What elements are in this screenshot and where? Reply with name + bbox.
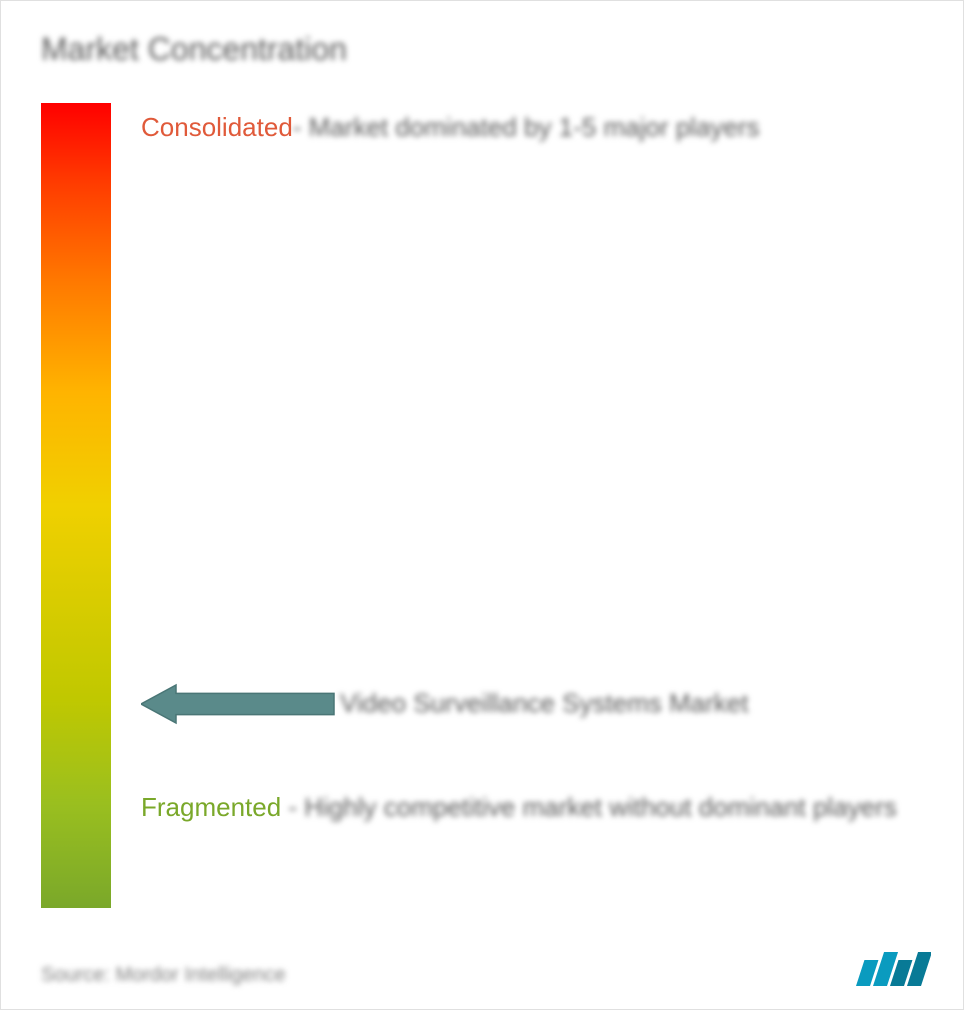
marker-block: Video Surveillance Systems Market bbox=[141, 683, 923, 725]
concentration-gradient-bar bbox=[41, 103, 111, 908]
left-arrow-icon bbox=[141, 683, 336, 725]
page-title: Market Concentration bbox=[41, 31, 923, 68]
fragmented-block: Fragmented - Highly competitive market w… bbox=[141, 783, 923, 832]
consolidated-desc: Market dominated by 1-5 major players bbox=[309, 112, 760, 142]
consolidated-label: Consolidated bbox=[141, 112, 293, 142]
fragmented-desc-prefix: - bbox=[281, 792, 304, 822]
marker-arrow bbox=[141, 683, 336, 725]
fragmented-desc: Highly competitive market without domina… bbox=[304, 792, 896, 822]
logo-icon bbox=[851, 946, 931, 986]
marker-label: Video Surveillance Systems Market bbox=[340, 688, 748, 719]
content-row: Consolidated- Market dominated by 1-5 ma… bbox=[41, 103, 923, 908]
consolidated-block: Consolidated- Market dominated by 1-5 ma… bbox=[141, 103, 923, 152]
brand-logo bbox=[851, 946, 931, 991]
source-attribution: Source: Mordor Intelligence bbox=[41, 964, 286, 987]
annotation-column: Consolidated- Market dominated by 1-5 ma… bbox=[141, 103, 923, 908]
consolidated-desc-prefix: - bbox=[293, 112, 309, 142]
infographic-card: Market Concentration Consolidated- Marke… bbox=[0, 0, 964, 1010]
fragmented-label: Fragmented bbox=[141, 792, 281, 822]
